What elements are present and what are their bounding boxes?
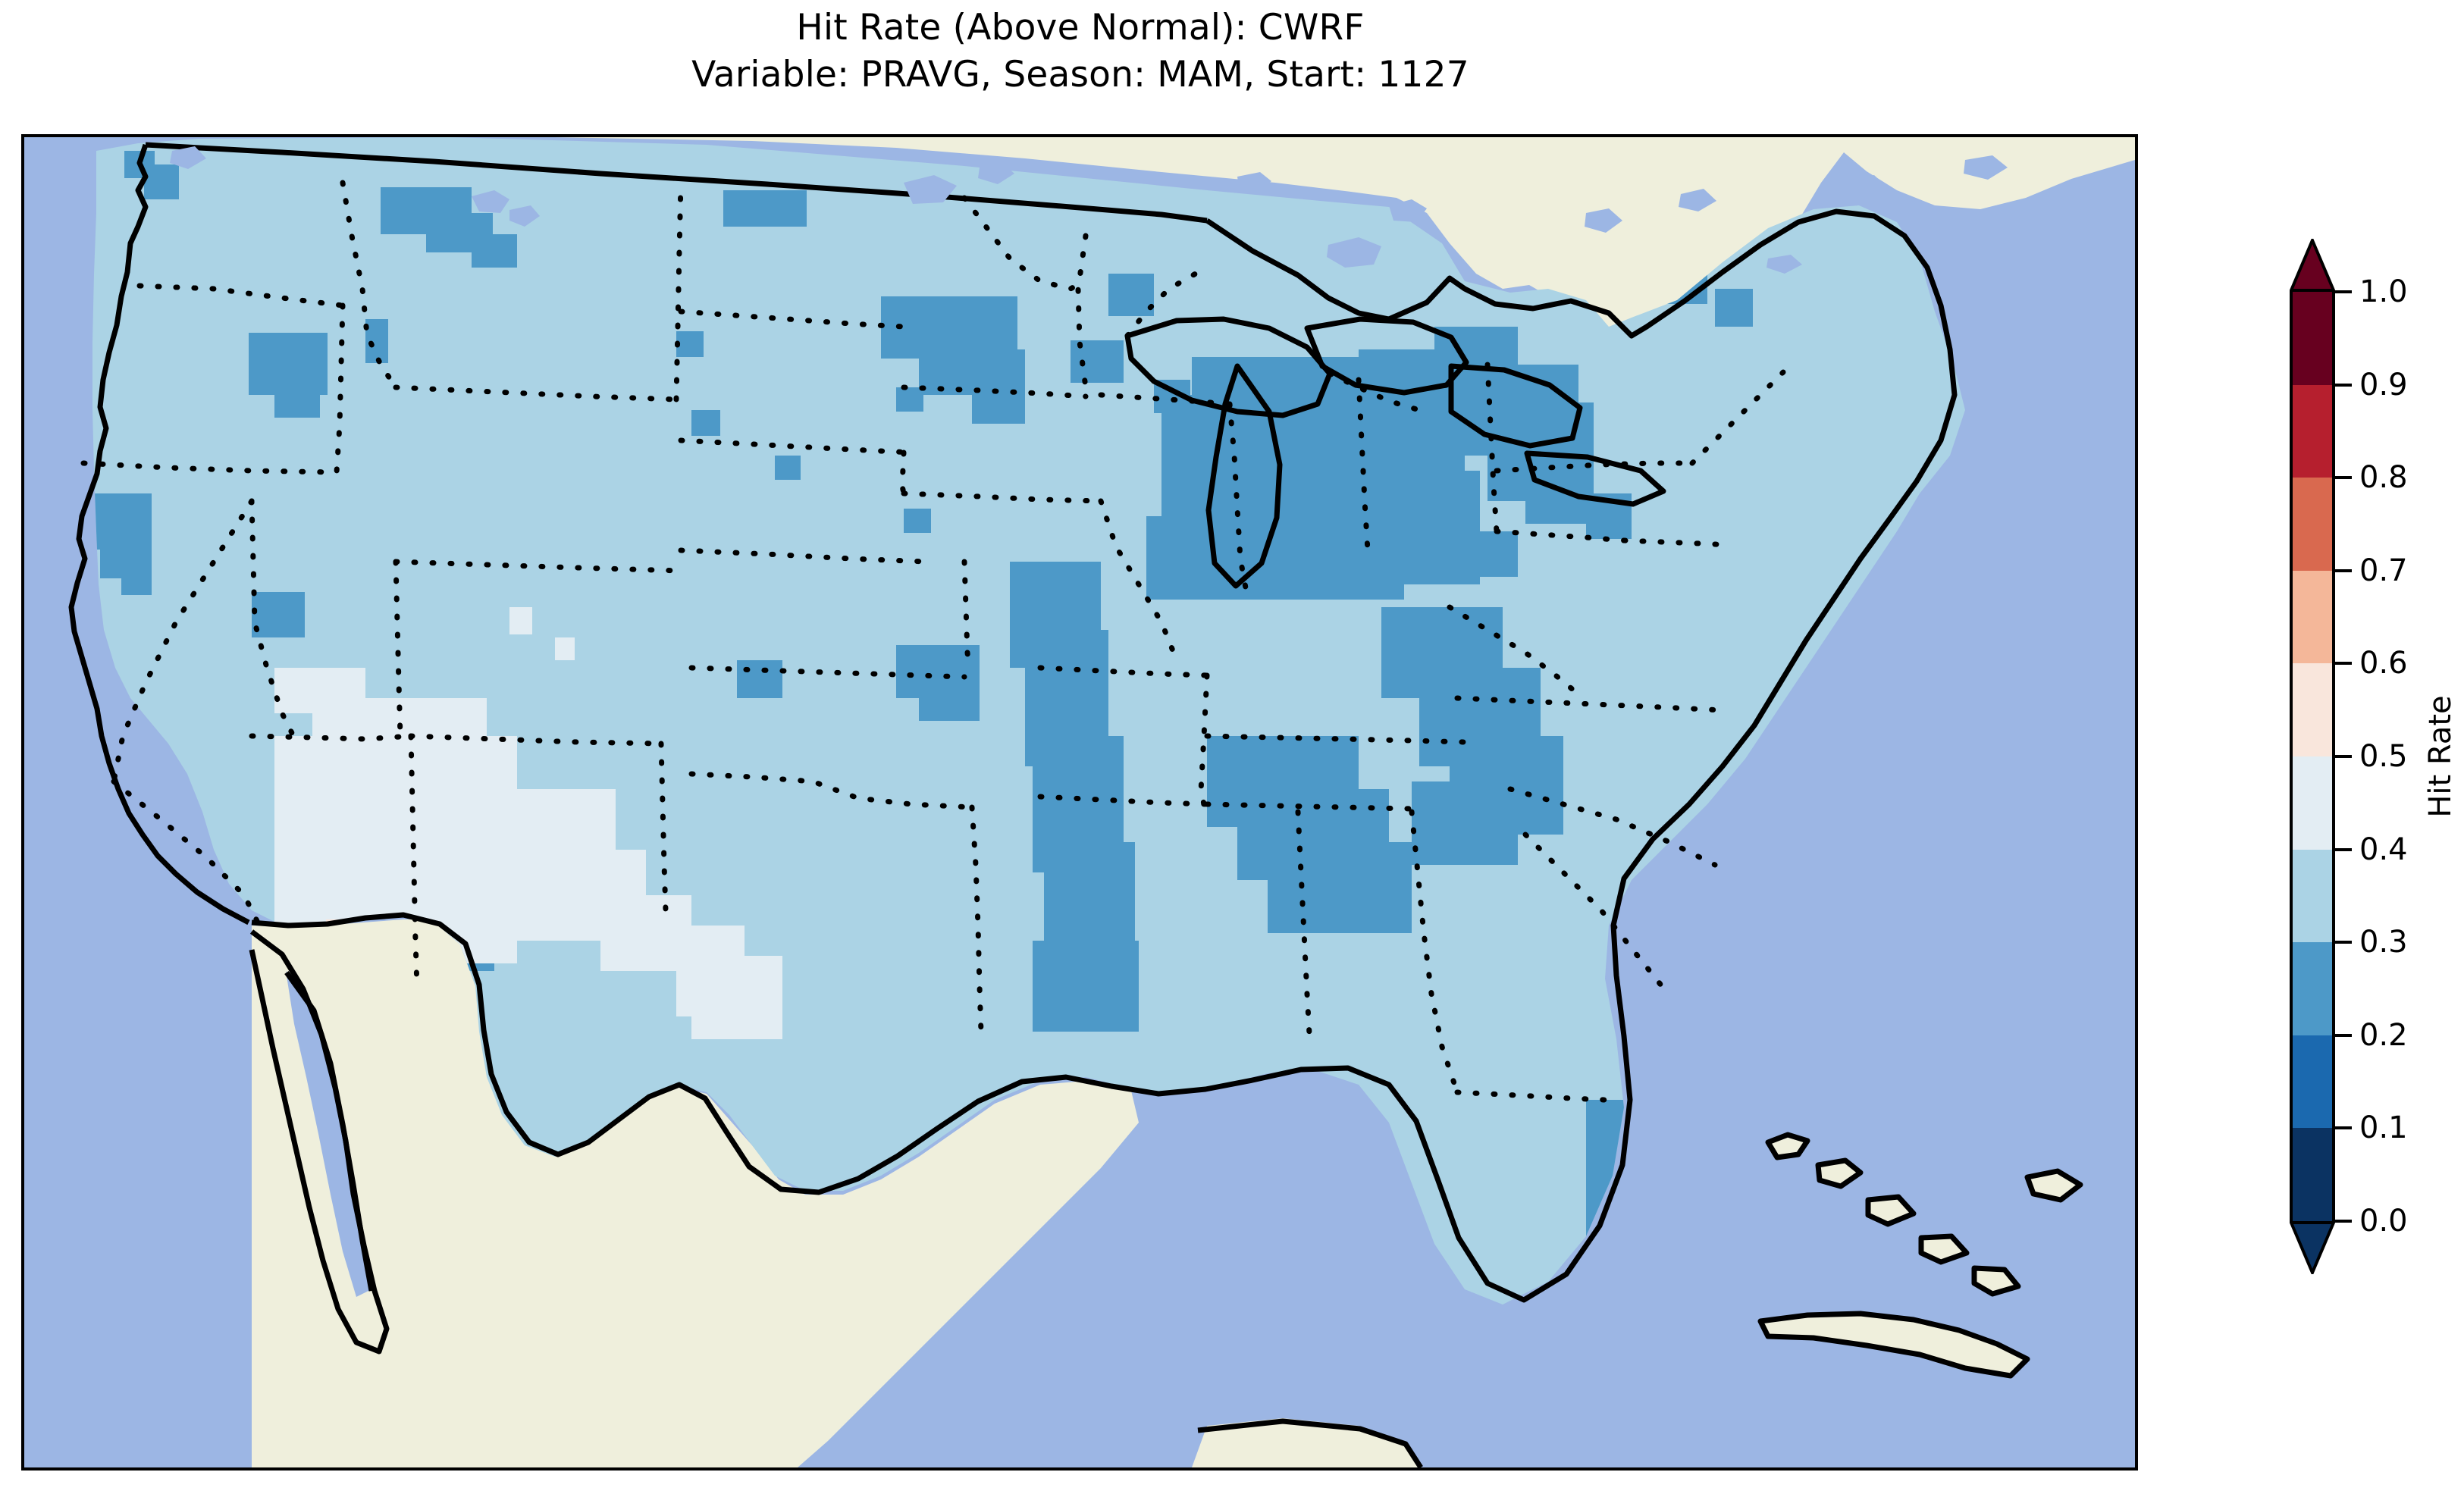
state-borders — [80, 180, 1786, 1103]
colorbar-tick-label: 0.8 — [2359, 460, 2408, 496]
colorbar-swatch — [2290, 663, 2335, 756]
colorbar-tick — [2335, 941, 2352, 944]
colorbar-under-arrow — [2290, 1221, 2335, 1274]
colorbar-tick — [2335, 290, 2352, 293]
map-axes[interactable] — [21, 134, 2138, 1471]
colorbar-swatch — [2290, 570, 2335, 664]
colorbar-swatch — [2290, 1035, 2335, 1129]
inland-lakes — [170, 146, 2008, 274]
colorbar-tick-label: 0.9 — [2359, 367, 2408, 402]
map-plot — [24, 137, 2135, 1467]
colorbar-tick — [2335, 1126, 2352, 1130]
title-line-1: Hit Rate (Above Normal): CWRF — [796, 7, 1365, 49]
colorbar-tick — [2335, 847, 2352, 851]
colorbar-tick — [2335, 476, 2352, 480]
colorbar-tick — [2335, 383, 2352, 387]
colorbar-swatch — [2290, 384, 2335, 478]
colorbar-tick — [2335, 662, 2352, 666]
colorbar-swatch — [2290, 849, 2335, 943]
colorbar-tick — [2335, 568, 2352, 572]
colorbar-swatch — [2290, 1128, 2335, 1221]
colorbar-tick-label: 0.4 — [2359, 832, 2408, 867]
colorbar-tick — [2335, 755, 2352, 758]
colorbar-tick-label: 0.2 — [2359, 1017, 2408, 1053]
colorbar-tick-label: 0.7 — [2359, 553, 2408, 588]
colorbar-tick-label: 0.3 — [2359, 925, 2408, 960]
colorbar-over-arrow — [2290, 239, 2335, 292]
title-line-2: Variable: PRAVG, Season: MAM, Start: 112… — [691, 54, 1469, 96]
colorbar-tick-label: 1.0 — [2359, 274, 2408, 309]
coastline-outline — [68, 142, 1958, 1303]
colorbar-tick — [2335, 1033, 2352, 1037]
colorbar-tick — [2335, 1220, 2352, 1223]
colorbar-tick-label: 0.1 — [2359, 1110, 2408, 1146]
colorbar-tick-label: 0.0 — [2359, 1204, 2408, 1239]
colorbar-axis-label: Hit Rate — [2423, 695, 2458, 818]
colorbar-tick-label: 0.5 — [2359, 739, 2408, 774]
colorbar[interactable] — [2290, 292, 2335, 1221]
colorbar-swatch — [2290, 942, 2335, 1035]
colorbar-swatch — [2290, 292, 2335, 385]
colorbar-tick-label: 0.6 — [2359, 646, 2408, 681]
foreign-coastlines — [249, 316, 2083, 1467]
page-title: Hit Rate (Above Normal): CWRF Variable: … — [0, 5, 2161, 99]
colorbar-swatch — [2290, 478, 2335, 571]
colorbar-swatch — [2290, 756, 2335, 850]
